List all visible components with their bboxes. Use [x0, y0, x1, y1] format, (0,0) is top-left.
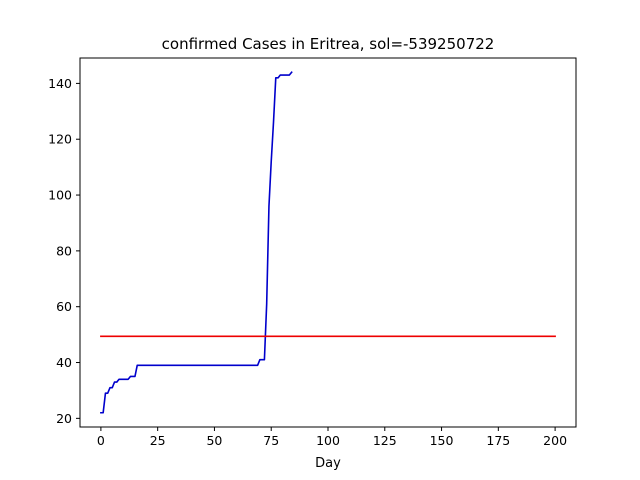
chart-title: confirmed Cases in Eritrea, sol=-5392507…	[162, 35, 495, 53]
y-tick-label: 100	[48, 188, 72, 203]
y-tick-label: 120	[48, 132, 72, 147]
x-tick-label: 125	[373, 433, 397, 448]
x-axis: 0 25 50 75 100 125 150 175 200	[97, 427, 567, 448]
series-layer	[100, 71, 556, 414]
x-tick-label: 0	[97, 433, 105, 448]
y-tick-label: 20	[56, 411, 72, 426]
y-axis: 20 40 60 80 100 120 140	[48, 76, 80, 426]
x-tick-label: 50	[206, 433, 222, 448]
x-tick-label: 200	[543, 433, 567, 448]
x-tick-label: 175	[486, 433, 510, 448]
x-tick-label: 75	[263, 433, 279, 448]
x-tick-label: 25	[150, 433, 166, 448]
y-tick-label: 60	[56, 299, 72, 314]
y-tick-label: 140	[48, 76, 72, 91]
x-tick-label: 100	[316, 433, 340, 448]
x-tick-label: 150	[430, 433, 454, 448]
x-axis-label: Day	[315, 456, 341, 471]
y-tick-label: 80	[56, 243, 72, 258]
series-line-0	[100, 71, 293, 414]
y-tick-label: 40	[56, 355, 72, 370]
